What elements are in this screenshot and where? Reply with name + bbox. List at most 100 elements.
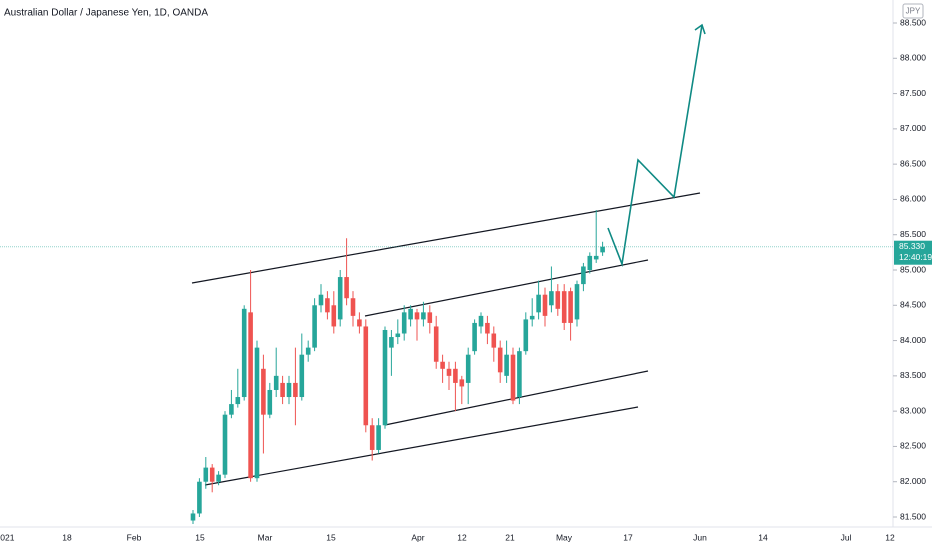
x-tick-label: 18: [62, 532, 72, 542]
candle-body: [433, 326, 439, 362]
x-tick-label: Jul: [841, 532, 852, 542]
x-tick-label: Jun: [693, 532, 707, 542]
candle-body: [350, 298, 356, 316]
candle-body: [293, 382, 298, 398]
candle-body: [465, 354, 471, 383]
y-tick-label: 83.000: [900, 405, 926, 415]
candle-body: [376, 425, 381, 450]
candle-body: [229, 404, 234, 415]
candle-body: [305, 347, 311, 355]
candle-body: [536, 294, 541, 313]
candle-body: [504, 354, 509, 376]
chart-title: Australian Dollar / Japanese Yen, 1D, OA…: [4, 8, 208, 19]
x-tick-label: Mar: [258, 532, 273, 542]
candle-body: [299, 354, 305, 398]
y-tick-label: 83.500: [900, 370, 926, 380]
candle-body: [382, 329, 388, 426]
y-tick-label: 88.000: [900, 53, 926, 63]
x-tick-label: 15: [326, 532, 336, 542]
y-tick-label: 85.500: [900, 229, 926, 239]
last-price-label: 85.330: [899, 241, 925, 251]
trend-line: [191, 192, 701, 284]
candle-body: [216, 474, 221, 482]
candle-body: [325, 298, 330, 313]
candle-body: [478, 315, 484, 327]
candle-body: [491, 333, 497, 348]
y-tick-label: 86.500: [900, 158, 926, 168]
candle-body: [363, 326, 369, 426]
candle-body: [600, 246, 605, 253]
y-tick-label: 88.500: [900, 17, 926, 27]
candle-body: [401, 312, 407, 334]
candle-body: [485, 322, 490, 334]
candle-body: [510, 354, 516, 401]
candle-body: [203, 467, 209, 482]
x-tick-label: 15: [195, 532, 205, 542]
drawings: [191, 23, 706, 486]
countdown-label: 12:40:19: [899, 252, 932, 262]
candle-body: [587, 255, 593, 270]
currency-label: JPY: [906, 7, 921, 16]
candle-body: [261, 368, 266, 415]
candle-body: [286, 382, 292, 398]
candle-body: [331, 305, 337, 327]
candle-body: [427, 312, 433, 323]
candle-body: [248, 312, 253, 479]
x-tick-label: 17: [623, 532, 633, 542]
y-tick-label: 82.000: [900, 476, 926, 486]
candle-body: [574, 284, 580, 320]
x-tick-label: Feb: [127, 532, 142, 542]
candle-body: [529, 315, 535, 320]
currency-box: [902, 3, 924, 19]
candle-body: [408, 308, 413, 320]
x-tick-label: 12: [885, 532, 895, 542]
projection-path: [607, 24, 703, 268]
candle-body: [197, 481, 202, 514]
candle-body: [344, 277, 349, 299]
y-tick-label: 81.500: [900, 511, 926, 521]
candle-body: [337, 277, 343, 320]
candle-body: [254, 347, 260, 479]
candle-body: [222, 414, 228, 475]
candle-body: [497, 347, 503, 373]
y-tick-label: 86.000: [900, 194, 926, 204]
candle-body: [523, 319, 529, 352]
candle-body: [517, 351, 522, 398]
candle-body: [453, 368, 458, 383]
y-tick-label: 84.500: [900, 300, 926, 310]
candle-body: [414, 312, 420, 320]
x-tick-label: 2021: [0, 532, 15, 542]
trend-line: [364, 259, 649, 317]
x-tick-label: 21: [505, 532, 515, 542]
x-tick-label: May: [556, 532, 573, 542]
y-tick-label: 87.500: [900, 88, 926, 98]
candle-body: [235, 397, 241, 405]
trend-line: [204, 406, 639, 486]
candle-body: [593, 255, 599, 260]
candle-body: [369, 425, 375, 450]
candle-body: [581, 266, 586, 285]
candle-body: [273, 375, 279, 390]
y-tick-label: 84.000: [900, 335, 926, 345]
candle-body: [241, 308, 247, 398]
y-tick-label: 85.000: [900, 264, 926, 274]
candle-body: [395, 333, 401, 338]
candle-body: [542, 294, 548, 316]
candle-body: [357, 319, 362, 327]
candle-body: [421, 312, 426, 320]
candle-body: [389, 337, 394, 348]
candle-body: [190, 513, 196, 521]
x-tick-label: Apr: [411, 532, 424, 542]
candle-body: [561, 291, 567, 323]
candle-body: [549, 291, 554, 306]
candle-body: [267, 389, 273, 415]
arrow-head: [694, 23, 706, 35]
price-box: [894, 240, 932, 265]
candle-body: [440, 361, 445, 369]
trend-line: [384, 370, 649, 426]
candle-body: [568, 291, 573, 323]
candle-body: [446, 368, 452, 376]
x-tick-label: 12: [457, 532, 467, 542]
